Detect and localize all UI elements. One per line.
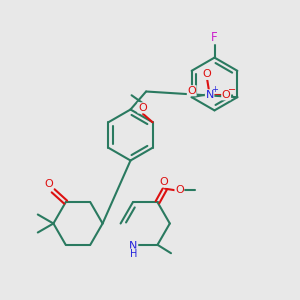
Text: O: O [222, 90, 230, 100]
Text: O: O [175, 184, 184, 195]
Text: O: O [44, 179, 53, 189]
Text: F: F [211, 31, 218, 44]
Text: O: O [138, 103, 147, 113]
Text: O: O [203, 69, 212, 80]
Text: N: N [129, 241, 138, 251]
Text: O: O [188, 86, 196, 96]
Text: −: − [228, 85, 236, 95]
Text: H: H [130, 249, 137, 259]
Text: N: N [206, 90, 214, 100]
Text: O: O [159, 177, 168, 187]
Text: +: + [212, 85, 218, 94]
